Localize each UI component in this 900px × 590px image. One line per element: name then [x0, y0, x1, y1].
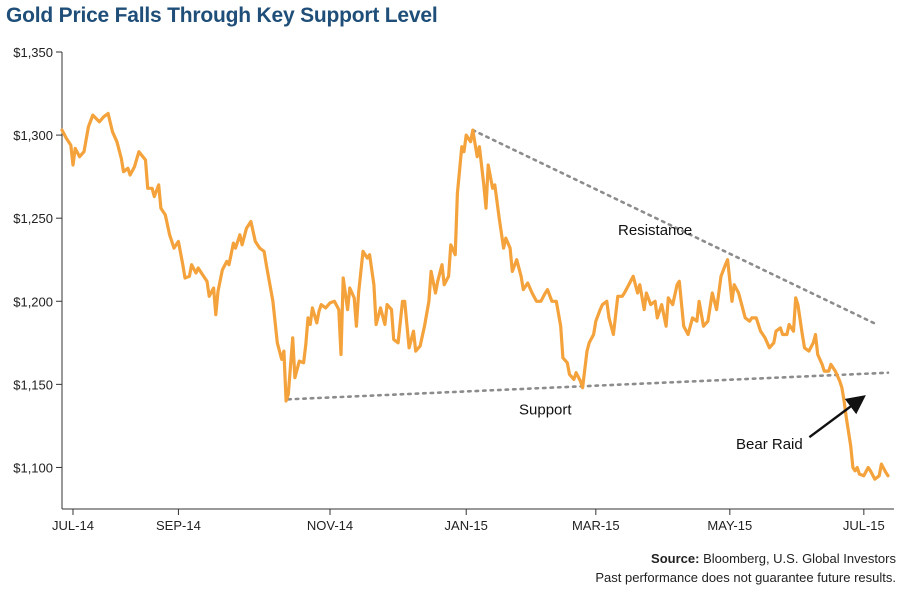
y-tick-label: $1,200 — [13, 294, 53, 309]
bear-raid-label: Bear Raid — [736, 436, 803, 453]
support-trendline — [286, 371, 890, 401]
chart-axes — [61, 52, 894, 510]
x-tick-label: JUL-14 — [52, 518, 94, 533]
y-tick-label: $1,150 — [13, 377, 53, 392]
x-tick-label: SEP-14 — [156, 518, 201, 533]
x-axis-ticks: JUL-14 SEP-14 NOV-14 JAN-15 MAR-15 MAY-15 JUL-… — [52, 509, 885, 533]
y-tick-label: $1,350 — [13, 45, 53, 60]
x-tick-label: JAN-15 — [445, 518, 488, 533]
gold-price-line — [60, 111, 890, 481]
support-label: Support — [519, 401, 572, 418]
trendlines — [286, 128, 890, 401]
x-tick-label: MAR-15 — [572, 518, 620, 533]
y-axis-ticks: $1,350 $1,300 $1,250 $1,200 $1,150 $1,100 — [13, 45, 62, 475]
disclaimer: Past performance does not guarantee futu… — [595, 570, 896, 585]
source-note: Source: Bloomberg, U.S. Global Investors… — [595, 549, 896, 587]
annotations: Resistance Support Bear Raid — [519, 222, 866, 453]
x-tick-label: MAY-15 — [707, 518, 752, 533]
x-tick-label: NOV-14 — [307, 518, 353, 533]
price-series — [60, 111, 890, 481]
x-tick-label: JUL-15 — [843, 518, 885, 533]
chart-title: Gold Price Falls Through Key Support Lev… — [6, 4, 438, 27]
source-text: Bloomberg, U.S. Global Investors — [703, 551, 896, 566]
resistance-label: Resistance — [618, 222, 692, 239]
y-tick-label: $1,100 — [13, 460, 53, 475]
y-tick-label: $1,250 — [13, 211, 53, 226]
y-tick-label: $1,300 — [13, 128, 53, 143]
bear-raid-arrow — [808, 395, 866, 439]
resistance-trendline — [471, 128, 879, 326]
source-label: Source: — [651, 551, 700, 566]
